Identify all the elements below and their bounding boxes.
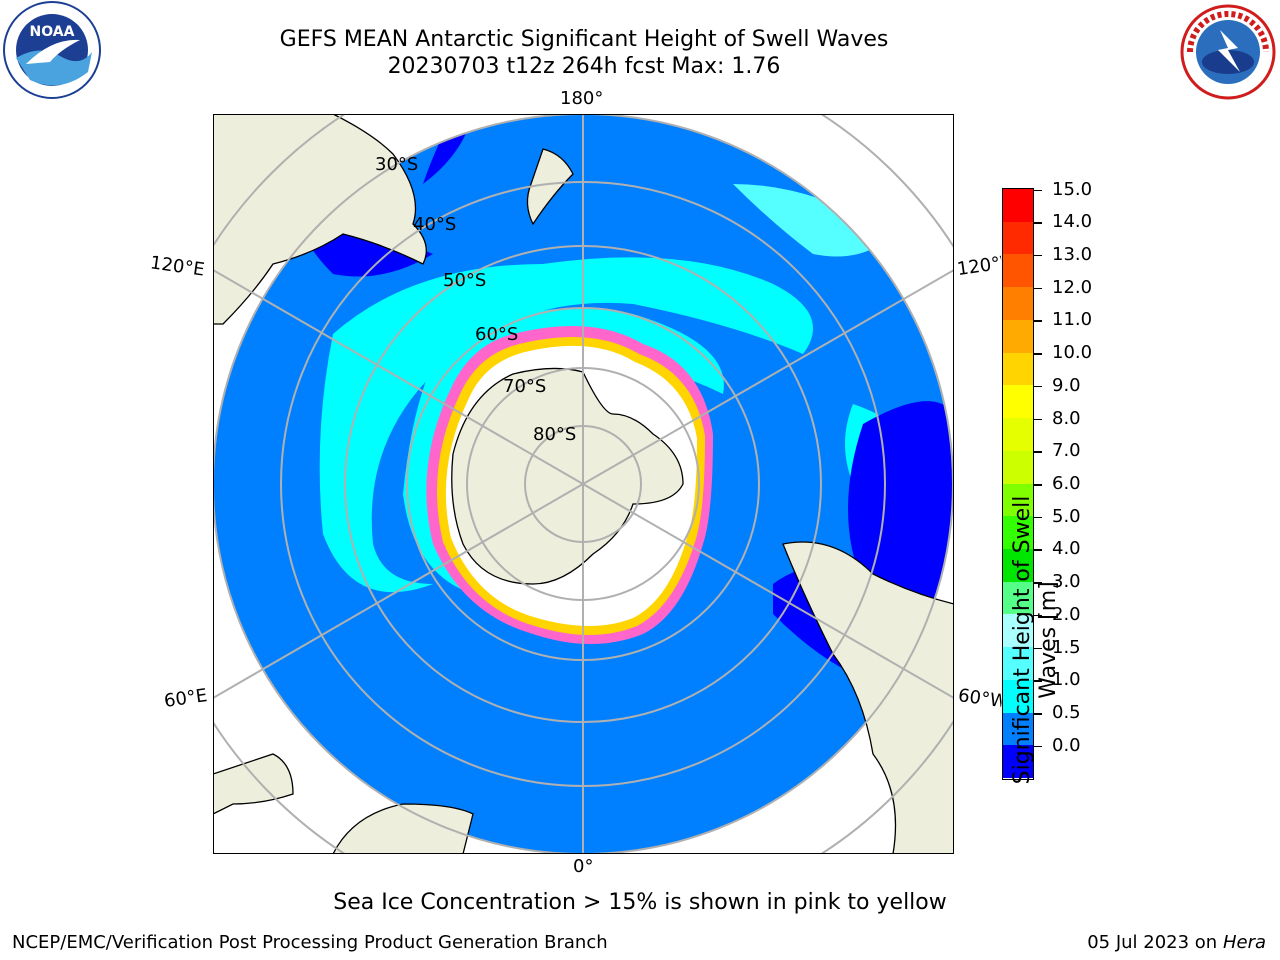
colorbar-title-line1: Significant Height of Swell [1010, 495, 1035, 785]
lon-label-120e: 120°E [148, 252, 206, 281]
colorbar-tick-label: 5.0 [1052, 505, 1081, 527]
colorbar-tick [1034, 385, 1042, 388]
colorbar-tick [1034, 713, 1042, 715]
lon-label-60w: 60°W [956, 685, 1004, 712]
colorbar-segment [1003, 352, 1033, 386]
colorbar-tick-label: 11.0 [1052, 309, 1093, 331]
colorbar-segment [1003, 745, 1033, 779]
colorbar-segment [1003, 516, 1033, 550]
lat-label-40s: 40°S [413, 214, 456, 235]
colorbar-tick-label: 1.0 [1052, 669, 1081, 691]
colorbar-tick [1034, 614, 1042, 617]
footer-left: NCEP/EMC/Verification Post Processing Pr… [12, 932, 608, 953]
colorbar-segment [1003, 287, 1033, 321]
colorbar-tick-label: 8.0 [1052, 407, 1081, 429]
colorbar-segment [1003, 483, 1033, 517]
colorbar-segment [1003, 189, 1033, 223]
colorbar-tick [1034, 680, 1042, 682]
colorbar-tick-label: 1.5 [1052, 636, 1081, 658]
colorbar-tick [1034, 451, 1042, 453]
colorbar-tick-label: 7.0 [1052, 440, 1081, 462]
colorbar-segment [1003, 712, 1033, 746]
lat-label-60s: 60°S [475, 324, 518, 345]
lat-label-50s: 50°S [443, 270, 486, 291]
colorbar-tick [1034, 189, 1042, 191]
colorbar-tick [1034, 549, 1042, 551]
colorbar-tick-label: 13.0 [1052, 243, 1093, 265]
colorbar-tick [1034, 287, 1042, 290]
lon-label-120w: 120°W [955, 252, 1004, 281]
colorbar-segment [1003, 385, 1033, 419]
footer-date: 05 Jul 2023 on [1087, 932, 1223, 953]
colorbar-tick-label: 12.0 [1052, 276, 1093, 298]
noaa-logo: NOAA [3, 1, 101, 99]
colorbar-tick [1034, 320, 1042, 322]
colorbar-segment [1003, 319, 1033, 354]
colorbar-tick-label: 9.0 [1052, 374, 1081, 396]
colorbar-segment [1003, 679, 1033, 714]
footer-host: Hera [1222, 932, 1266, 953]
footer-right: 05 Jul 2023 on Hera [1087, 932, 1266, 953]
colorbar-tick-label: 0.5 [1052, 702, 1081, 724]
lon-label-180: 180° [560, 88, 604, 109]
colorbar-tick [1034, 582, 1042, 584]
lat-label-80s: 80°S [533, 424, 576, 445]
colorbar-tick [1034, 254, 1042, 257]
colorbar-segment [1003, 581, 1033, 615]
colorbar-tick [1034, 353, 1042, 355]
colorbar-tick [1034, 484, 1042, 486]
lat-label-30s: 30°S [375, 154, 418, 175]
nws-logo [1180, 4, 1276, 100]
colorbar [1002, 188, 1034, 780]
colorbar-tick-label: 14.0 [1052, 211, 1093, 233]
lon-label-60e: 60°E [162, 685, 209, 712]
lat-label-70s: 70°S [503, 376, 546, 397]
colorbar-segment [1003, 418, 1033, 452]
colorbar-title: Significant Height of Swell Waves [m] [1010, 490, 1062, 790]
colorbar-segment [1003, 221, 1033, 255]
polar-map: 30°S 40°S 50°S 60°S 70°S 80°S [213, 114, 954, 854]
colorbar-segment [1003, 450, 1033, 484]
colorbar-segment [1003, 614, 1033, 648]
colorbar-tick-label: 4.0 [1052, 538, 1081, 560]
colorbar-title-line2: Waves [m] [1036, 581, 1061, 699]
colorbar-segment [1003, 548, 1033, 583]
colorbar-tick [1034, 745, 1042, 748]
colorbar-tick-label: 3.0 [1052, 571, 1081, 593]
colorbar-segment [1003, 647, 1033, 681]
colorbar-tick-label: 2.0 [1052, 603, 1081, 625]
caption: Sea Ice Concentration > 15% is shown in … [333, 890, 947, 915]
svg-text:NOAA: NOAA [30, 24, 75, 40]
colorbar-tick [1034, 222, 1042, 224]
colorbar-tick-label: 0.0 [1052, 734, 1081, 756]
colorbar-tick-label: 15.0 [1052, 178, 1093, 200]
chart-title: GEFS MEAN Antarctic Significant Height o… [279, 27, 889, 52]
colorbar-tick-label: 10.0 [1052, 342, 1093, 364]
colorbar-segment [1003, 254, 1033, 288]
colorbar-tick [1034, 516, 1042, 519]
colorbar-tick-label: 6.0 [1052, 473, 1081, 494]
colorbar-tick [1034, 647, 1042, 650]
colorbar-tick [1034, 418, 1042, 421]
lon-label-0: 0° [573, 856, 594, 877]
chart-subtitle: 20230703 t12z 264h fcst Max: 1.76 [387, 54, 781, 79]
